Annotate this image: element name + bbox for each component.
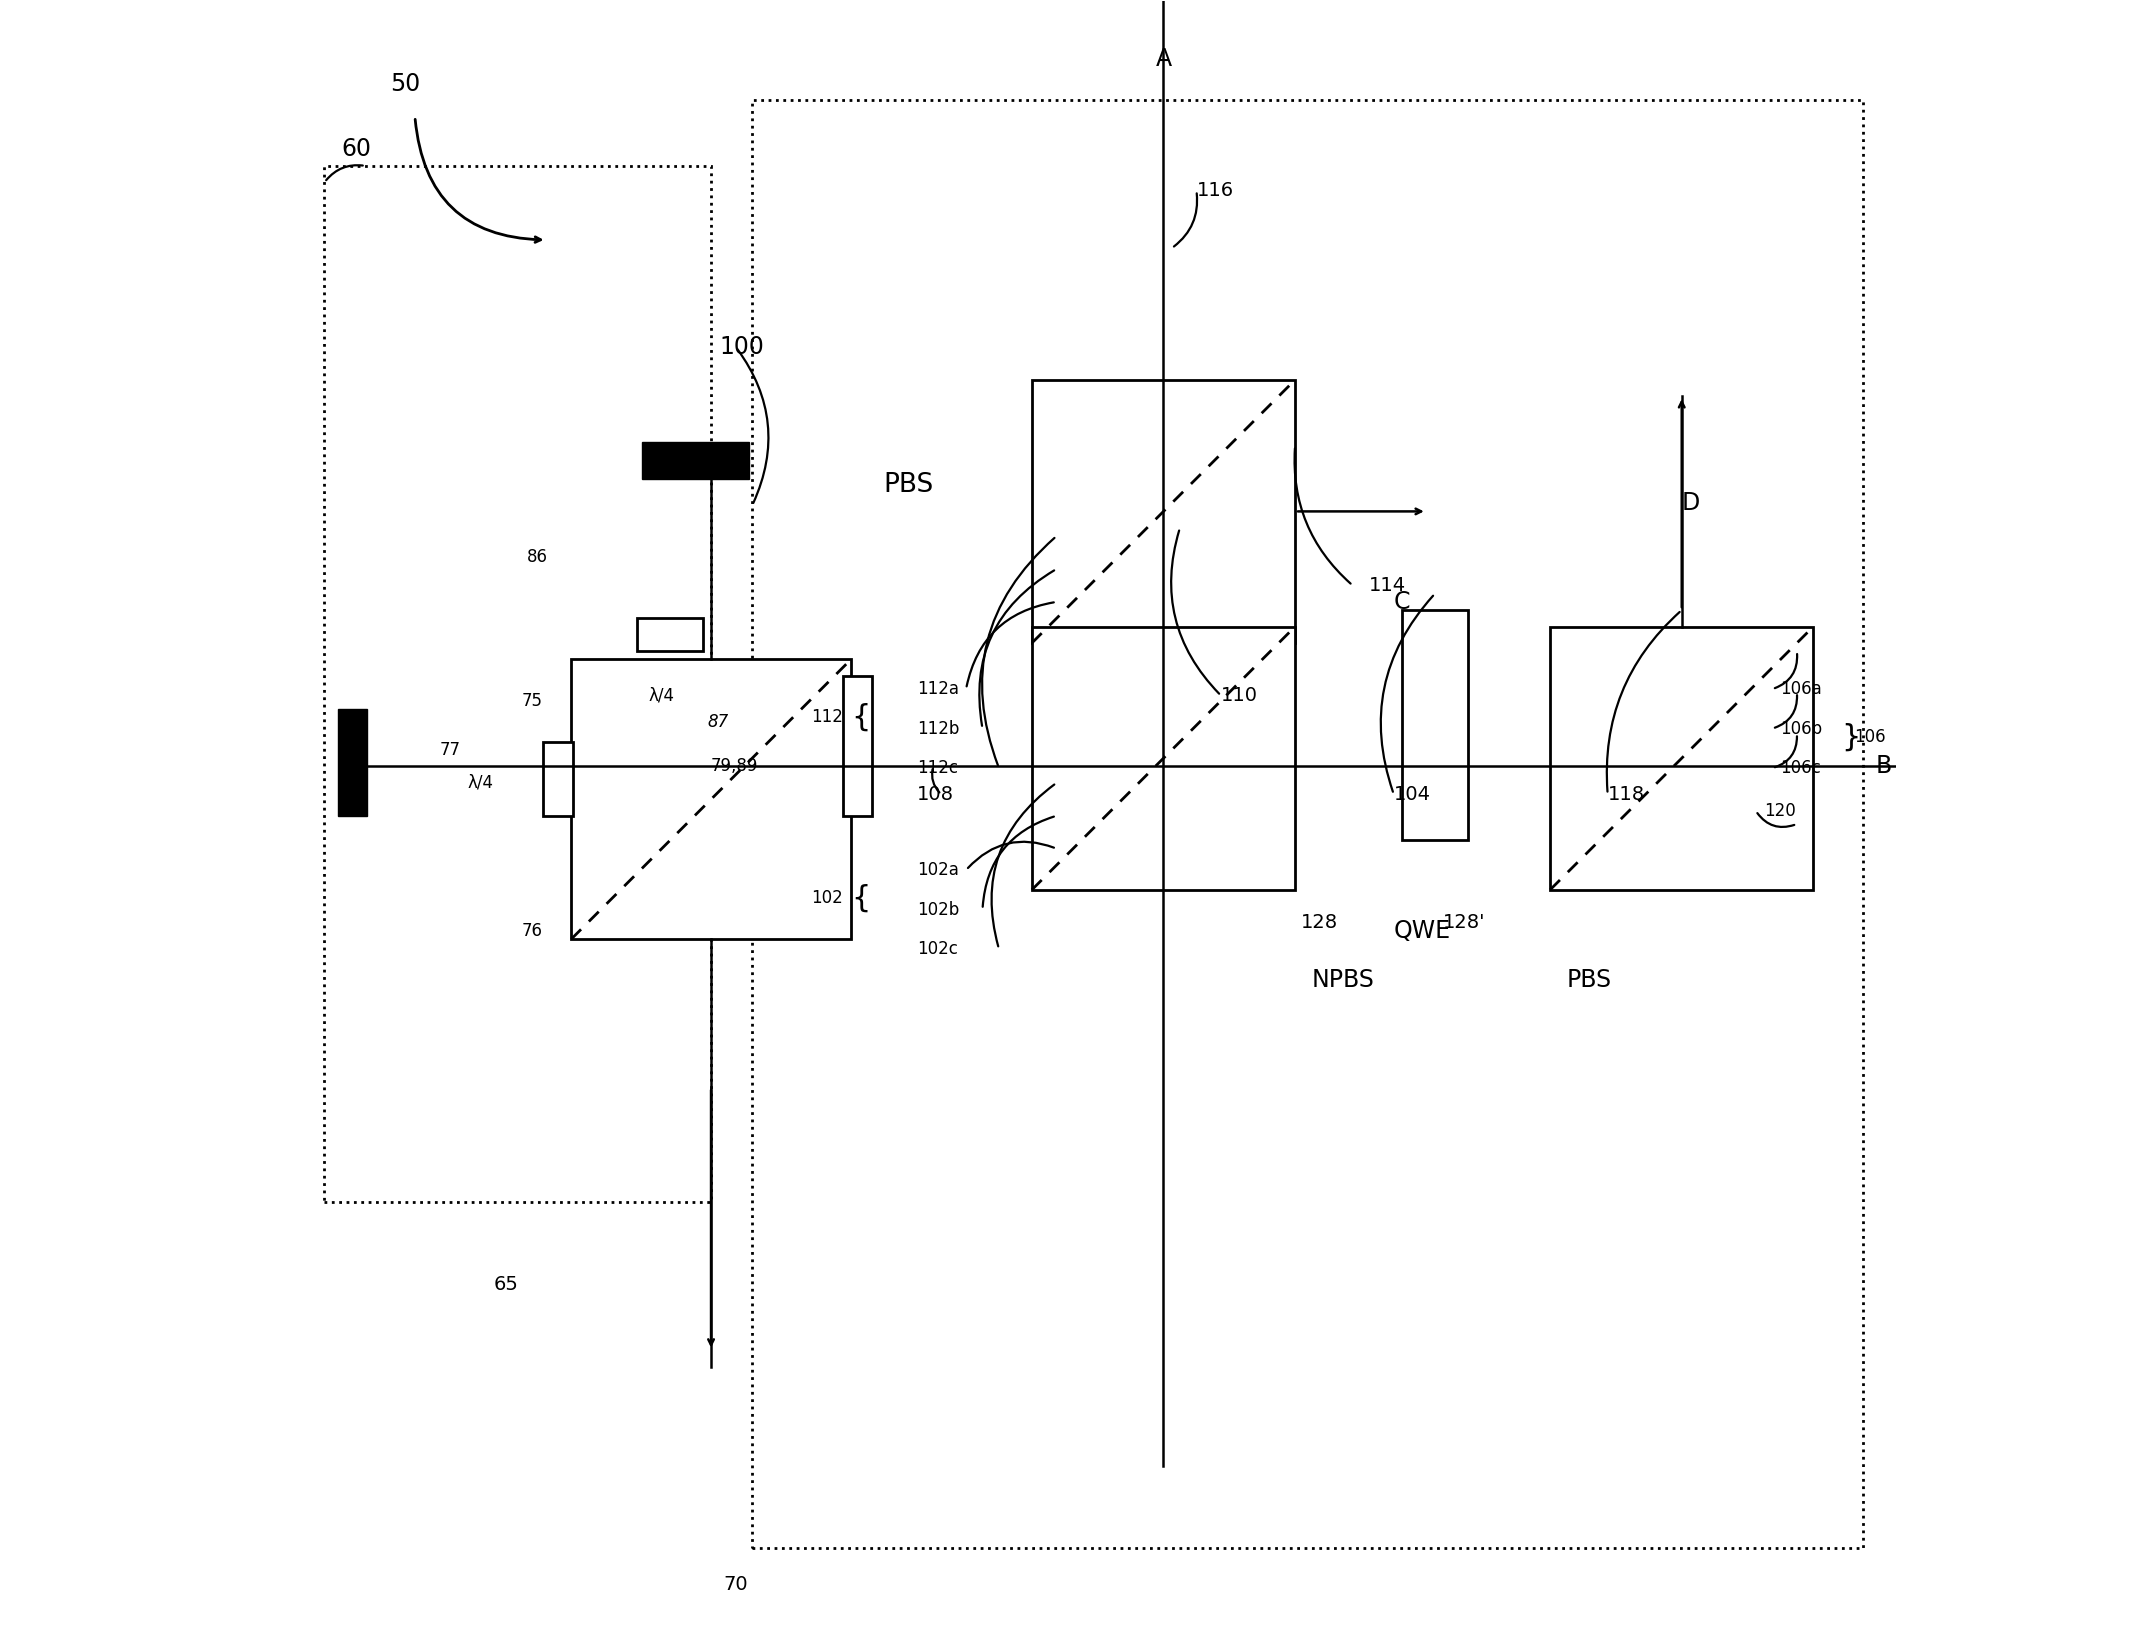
- Text: λ/4: λ/4: [468, 775, 494, 793]
- Bar: [753, 101, 1863, 1547]
- Text: 75: 75: [521, 692, 543, 710]
- Text: 106a: 106a: [1781, 681, 1822, 699]
- Text: 77: 77: [440, 742, 461, 760]
- Text: 70: 70: [723, 1574, 749, 1594]
- Text: 112c: 112c: [916, 760, 957, 778]
- Bar: [543, 742, 573, 816]
- Text: 128: 128: [1300, 913, 1339, 933]
- Text: 106: 106: [1854, 728, 1886, 747]
- Bar: [1549, 626, 1813, 890]
- Text: 79,89: 79,89: [710, 758, 758, 776]
- Bar: [843, 676, 871, 816]
- Bar: [1032, 379, 1294, 643]
- Text: 50: 50: [391, 71, 421, 96]
- Text: D: D: [1682, 491, 1700, 516]
- Text: 106c: 106c: [1781, 760, 1822, 778]
- Text: PBS: PBS: [884, 471, 934, 498]
- Text: 102c: 102c: [916, 939, 957, 957]
- Text: 104: 104: [1393, 784, 1431, 804]
- Text: A: A: [1155, 48, 1172, 71]
- Text: 86: 86: [526, 549, 547, 567]
- Text: 102: 102: [811, 888, 843, 906]
- Text: 88: 88: [655, 456, 674, 475]
- Text: 100: 100: [719, 335, 764, 359]
- Text: PBS: PBS: [1567, 969, 1612, 992]
- Text: 108: 108: [916, 784, 953, 804]
- Text: 87: 87: [708, 714, 730, 732]
- Text: 112: 112: [811, 709, 843, 727]
- Text: B: B: [1876, 755, 1893, 778]
- Text: {: {: [852, 702, 871, 732]
- Bar: [571, 659, 852, 939]
- Text: }: }: [1841, 722, 1861, 751]
- Text: 65: 65: [494, 1276, 519, 1294]
- Text: 120: 120: [1764, 803, 1796, 819]
- Text: 112b: 112b: [916, 720, 959, 738]
- Text: 112a: 112a: [916, 681, 959, 699]
- Text: 116: 116: [1195, 181, 1234, 199]
- Text: 110: 110: [1221, 686, 1258, 705]
- Bar: [1032, 626, 1294, 890]
- Text: 114: 114: [1369, 575, 1406, 595]
- Text: NPBS: NPBS: [1311, 969, 1373, 992]
- Polygon shape: [642, 442, 749, 478]
- Text: 118: 118: [1607, 784, 1644, 804]
- Bar: [324, 166, 710, 1203]
- Text: 106b: 106b: [1781, 720, 1822, 738]
- Bar: [1401, 610, 1468, 840]
- Text: QWE: QWE: [1393, 920, 1451, 943]
- Text: {: {: [852, 883, 871, 913]
- Text: 128': 128': [1444, 913, 1485, 933]
- Polygon shape: [337, 709, 367, 816]
- Text: 102a: 102a: [916, 860, 959, 878]
- Bar: [637, 618, 704, 651]
- Text: 60: 60: [341, 137, 371, 162]
- Text: C: C: [1393, 590, 1410, 615]
- Text: 102b: 102b: [916, 900, 959, 918]
- Text: 76: 76: [521, 921, 543, 939]
- Text: 78: 78: [350, 742, 369, 760]
- Text: λ/4: λ/4: [648, 687, 674, 705]
